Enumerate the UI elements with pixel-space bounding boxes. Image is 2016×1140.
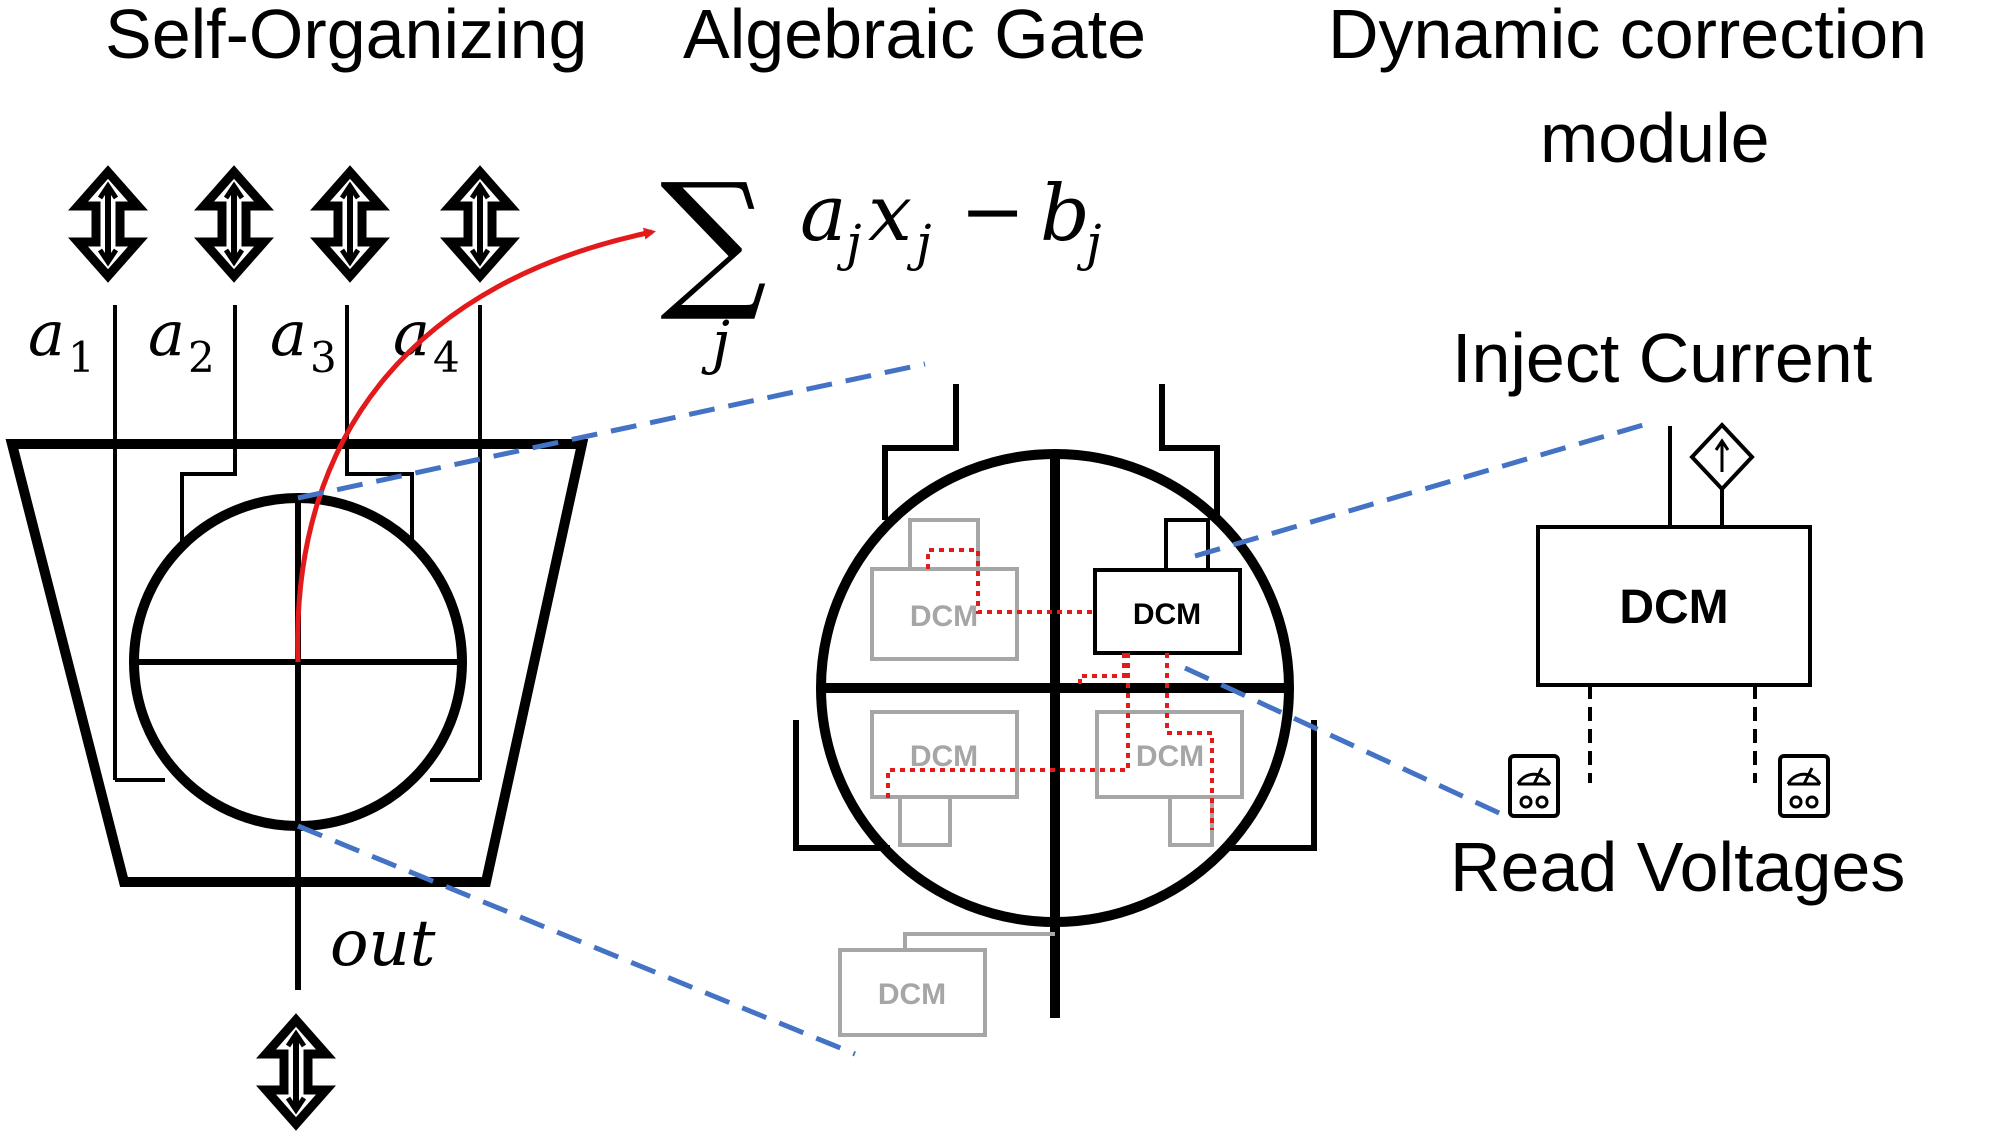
svg-text:a: a	[28, 297, 65, 370]
mid-input-left	[882, 384, 959, 520]
input-label-a1: a 1	[28, 297, 95, 382]
formula-b: b	[1040, 169, 1090, 259]
svg-text:1: 1	[68, 333, 95, 382]
zoom-line-right-bottom	[1183, 665, 1512, 821]
red-dotted-link-center	[1078, 653, 1126, 688]
formula-a: a	[800, 169, 847, 259]
mid-bracket-left	[793, 720, 890, 851]
svg-text:2: 2	[188, 333, 215, 382]
bidirectional-arrow-icon	[78, 172, 138, 276]
sum-symbol: ∑	[660, 152, 767, 326]
dcm-detail-label: DCM	[1619, 581, 1728, 634]
red-dotted-link-bottom	[886, 653, 1130, 800]
input-label-a3: a 3	[270, 297, 337, 382]
formula-minus: −	[960, 167, 1025, 257]
mid-bracket-right	[1230, 720, 1317, 851]
dcm-faded-topleft: DCM	[870, 518, 1019, 661]
red-arrow-to-formula	[295, 227, 656, 663]
read-voltages-label: Read Voltages	[1450, 828, 1905, 906]
zoom-line-top	[297, 361, 926, 501]
sum-formula: ∑ j a j x j − b j	[660, 152, 1102, 376]
red-dotted-link-right	[1165, 653, 1214, 830]
dcm-faded-bottomright: DCM	[1095, 710, 1244, 847]
formula-x: x	[868, 169, 912, 259]
svg-text:a: a	[270, 297, 307, 370]
svg-text:4: 4	[433, 333, 460, 382]
current-source-icon	[1689, 422, 1755, 492]
title-algebraic-gate: Algebraic Gate	[683, 0, 1146, 73]
zoom-line-bottom	[297, 823, 856, 1057]
bidirectional-arrow-icon	[204, 172, 264, 276]
svg-text:DCM: DCM	[1133, 598, 1201, 631]
title-dynamic-correction: Dynamic correction	[1328, 0, 1927, 73]
input-label-a2: a 2	[148, 297, 215, 382]
bidirectional-arrow-icon	[266, 1020, 326, 1124]
wire-a2	[180, 305, 237, 543]
bidirectional-arrow-icon	[320, 172, 380, 276]
dcm-detail-box	[1536, 525, 1812, 687]
dcm-active: DCM	[1093, 518, 1242, 655]
svg-text:a: a	[148, 297, 185, 370]
svg-text:DCM: DCM	[878, 978, 946, 1011]
title-self-organizing: Self-Organizing	[105, 0, 587, 73]
gate-trapezoid	[5, 439, 589, 887]
svg-text:a: a	[393, 297, 430, 370]
inject-current-label: Inject Current	[1452, 319, 1872, 397]
title-module: module	[1540, 99, 1770, 177]
voltmeter-icon	[1508, 754, 1560, 818]
bidirectional-arrow-icon	[450, 172, 510, 276]
svg-text:DCM: DCM	[1136, 740, 1204, 773]
wire-a3	[345, 305, 414, 543]
svg-text:3: 3	[310, 333, 337, 382]
voltmeter-icon	[1778, 754, 1830, 818]
output-label: out	[330, 907, 436, 981]
red-dotted-link-top	[926, 548, 1095, 614]
dcm-faded-bottomleft: DCM	[870, 710, 1019, 847]
svg-text:DCM: DCM	[910, 740, 978, 773]
svg-text:DCM: DCM	[910, 600, 978, 633]
input-label-a4: a 4	[393, 297, 460, 382]
zoom-line-right-top	[1194, 420, 1651, 559]
mid-input-right	[1159, 384, 1220, 520]
dcm-faded-below: DCM	[838, 932, 1055, 1037]
